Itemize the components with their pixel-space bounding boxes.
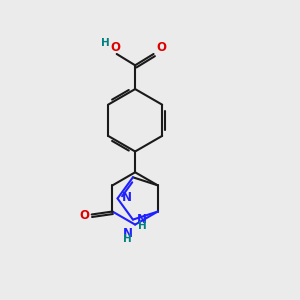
Text: N: N: [123, 227, 133, 240]
Text: H: H: [123, 233, 132, 244]
Text: H: H: [101, 38, 110, 48]
Text: N: N: [122, 191, 132, 204]
Text: H: H: [138, 221, 147, 231]
Text: O: O: [156, 41, 166, 54]
Text: O: O: [79, 208, 89, 222]
Text: N: N: [137, 212, 147, 226]
Text: O: O: [110, 41, 120, 54]
